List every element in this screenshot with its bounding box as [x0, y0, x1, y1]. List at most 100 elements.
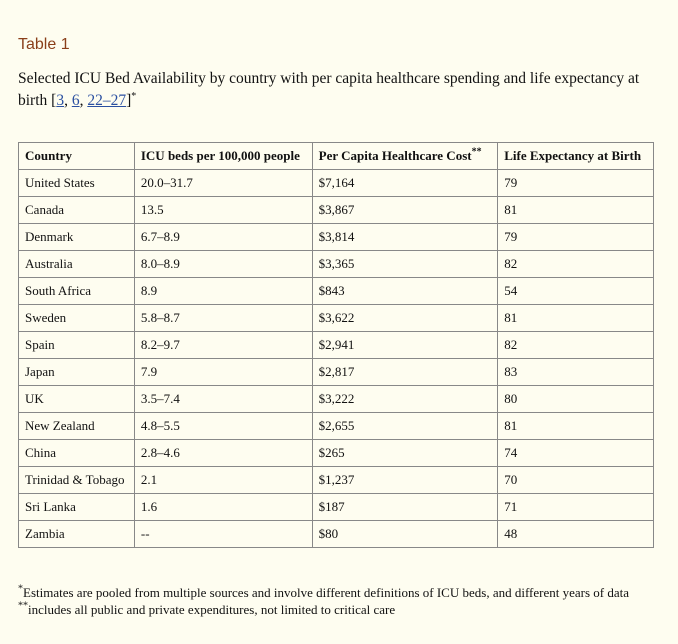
table-row: South Africa 8.9 $843 54 [18, 277, 654, 305]
column-header: Life Expectancy at Birth [497, 142, 654, 170]
footnote-mark: ** [18, 600, 28, 612]
table-cell: $3,365 [311, 250, 499, 278]
table-cell: 5.8–8.7 [133, 304, 313, 332]
table-row: New Zealand 4.8–5.5 $2,655 81 [18, 412, 654, 440]
table-cell: Sweden [18, 304, 135, 332]
table-cell: $265 [311, 439, 499, 467]
table-cell: 2.8–4.6 [133, 439, 313, 467]
table-cell: 8.0–8.9 [133, 250, 313, 278]
table-cell: 54 [497, 277, 654, 305]
table-row: UK 3.5–7.4 $3,222 80 [18, 385, 654, 413]
table-cell: 71 [497, 493, 654, 521]
table-cell: South Africa [18, 277, 135, 305]
footnote-text: includes all public and private expendit… [28, 602, 396, 617]
table-cell: $1,237 [311, 466, 499, 494]
table-cell: 81 [497, 304, 654, 332]
table-cell: Australia [18, 250, 135, 278]
table-cell: 81 [497, 196, 654, 224]
column-header: Per Capita Healthcare Cost** [311, 142, 499, 170]
table-row: Canada 13.5 $3,867 81 [18, 196, 654, 224]
table-cell: $2,817 [311, 358, 499, 386]
table-cell: $3,222 [311, 385, 499, 413]
table-cell: Spain [18, 331, 135, 359]
footnote-mark: * [18, 583, 23, 595]
table-row: Zambia -- $80 48 [18, 520, 654, 548]
table-cell: -- [133, 520, 313, 548]
reference-link[interactable]: 3 [56, 92, 65, 109]
footnote-marker: * [131, 90, 137, 102]
header-text: Life Expectancy at Birth [504, 148, 642, 163]
table-cell: Canada [18, 196, 135, 224]
table-cell: New Zealand [18, 412, 135, 440]
table-cell: Sri Lanka [18, 493, 135, 521]
table-cell: 4.8–5.5 [133, 412, 313, 440]
table-cell: 81 [497, 412, 654, 440]
data-table: Country ICU beds per 100,000 people Per Ca… [18, 142, 654, 548]
table-cell: 3.5–7.4 [133, 385, 313, 413]
table-cell: 74 [497, 439, 654, 467]
footnotes: *Estimates are pooled from multiple sour… [18, 584, 668, 618]
table-cell: $843 [311, 277, 499, 305]
table-row: Japan 7.9 $2,817 83 [18, 358, 654, 386]
table-cell: 6.7–8.9 [133, 223, 313, 251]
table-cell: Japan [18, 358, 135, 386]
table-cell: 7.9 [133, 358, 313, 386]
footnote: **includes all public and private expend… [18, 601, 668, 618]
caption-text: ] [126, 92, 132, 109]
table-cell: 48 [497, 520, 654, 548]
table-cell: Trinidad & Tobago [18, 466, 135, 494]
table-row: Sri Lanka 1.6 $187 71 [18, 493, 654, 521]
table-row: Trinidad & Tobago 2.1 $1,237 70 [18, 466, 654, 494]
header-text: ICU beds per 100,000 people [140, 148, 300, 163]
table-cell: $3,867 [311, 196, 499, 224]
table-caption: Selected ICU Bed Availability by country… [18, 68, 668, 112]
table-cell: 13.5 [133, 196, 313, 224]
header-text: Per Capita Healthcare Cost [318, 148, 472, 163]
table-cell: UK [18, 385, 135, 413]
table-cell: 79 [497, 223, 654, 251]
table-cell: $80 [311, 520, 499, 548]
header-note: ** [471, 146, 482, 158]
table-row: Denmark 6.7–8.9 $3,814 79 [18, 223, 654, 251]
table-cell: 80 [497, 385, 654, 413]
table-cell: $3,622 [311, 304, 499, 332]
column-header: ICU beds per 100,000 people [133, 142, 313, 170]
table-cell: 82 [497, 250, 654, 278]
caption-text: Selected ICU Bed Availability by country… [18, 70, 640, 109]
table-row: Spain 8.2–9.7 $2,941 82 [18, 331, 654, 359]
table-cell: United States [18, 169, 135, 197]
table-cell: 20.0–31.7 [133, 169, 313, 197]
table-cell: 79 [497, 169, 654, 197]
table-cell: $2,655 [311, 412, 499, 440]
reference-link[interactable]: 6 [71, 92, 80, 109]
table-cell: $2,941 [311, 331, 499, 359]
table-cell: 70 [497, 466, 654, 494]
table-body: United States 20.0–31.7 $7,164 79 Canada 13.5… [18, 169, 654, 548]
table-row: Sweden 5.8–8.7 $3,622 81 [18, 304, 654, 332]
table-cell: 1.6 [133, 493, 313, 521]
reference-link[interactable]: 22–27 [87, 92, 127, 109]
footnote-text: Estimates are pooled from multiple sourc… [23, 585, 630, 600]
footnote: *Estimates are pooled from multiple sour… [18, 584, 668, 601]
table-cell: Zambia [18, 520, 135, 548]
column-header: Country [18, 142, 135, 170]
caption-text: , [64, 92, 72, 109]
table-cell: China [18, 439, 135, 467]
table-cell: Denmark [18, 223, 135, 251]
table-cell: 83 [497, 358, 654, 386]
table-row: United States 20.0–31.7 $7,164 79 [18, 169, 654, 197]
table-cell: $187 [311, 493, 499, 521]
header-row: Country ICU beds per 100,000 people Per Ca… [18, 142, 654, 170]
table-cell: 8.9 [133, 277, 313, 305]
table-cell: $7,164 [311, 169, 499, 197]
table-row: China 2.8–4.6 $265 74 [18, 439, 654, 467]
table-cell: 8.2–9.7 [133, 331, 313, 359]
table-cell: 82 [497, 331, 654, 359]
table-row: Australia 8.0–8.9 $3,365 82 [18, 250, 654, 278]
table-cell: 2.1 [133, 466, 313, 494]
table-heading: Table 1 [18, 36, 70, 53]
header-text: Country [25, 148, 72, 163]
caption-text: , [79, 92, 88, 109]
